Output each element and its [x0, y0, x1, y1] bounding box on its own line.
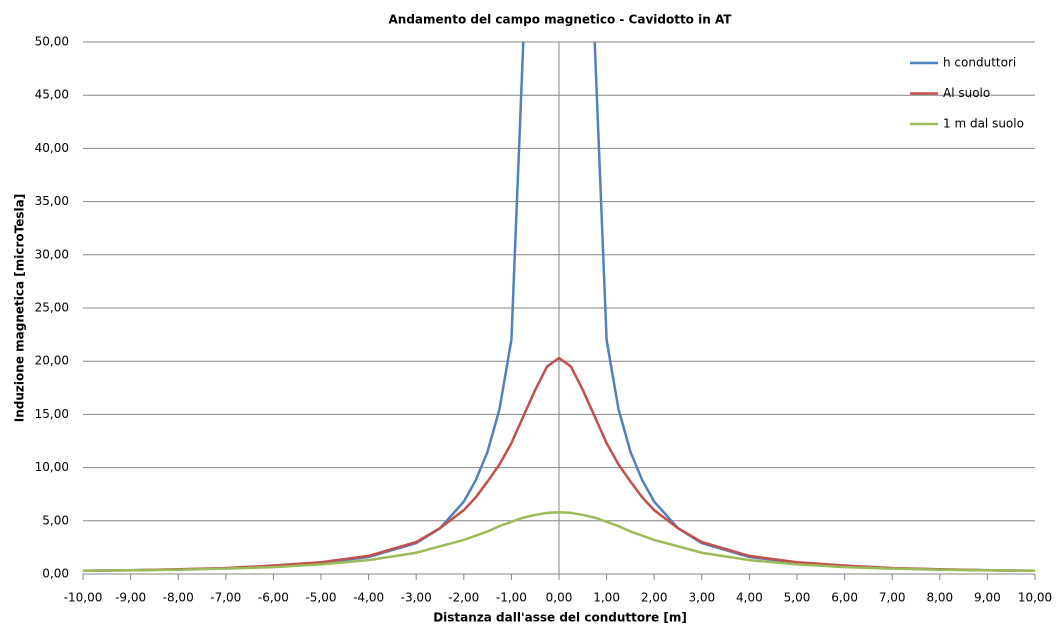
- y-tick-label: 35,00: [35, 194, 69, 208]
- x-tick-label: 7,00: [879, 591, 906, 605]
- y-tick-label: 45,00: [35, 88, 69, 102]
- x-tick-label: 0,00: [546, 591, 573, 605]
- x-tick-label: 5,00: [784, 591, 811, 605]
- x-tick-label: 8,00: [926, 591, 953, 605]
- y-tick-label: 20,00: [35, 354, 69, 368]
- x-tick-label: -4,00: [353, 591, 384, 605]
- y-tick-label: 5,00: [42, 513, 69, 527]
- y-tick-label: 0,00: [42, 567, 69, 581]
- x-axis-label: Distanza dall'asse del conduttore [m]: [433, 611, 687, 625]
- x-tick-label: 1,00: [593, 591, 620, 605]
- y-tick-label: 15,00: [35, 407, 69, 421]
- legend-label: 1 m dal suolo: [943, 117, 1024, 131]
- legend-label: h conduttori: [943, 56, 1016, 70]
- x-tick-label: -9,00: [115, 591, 146, 605]
- y-axis-label: Induzione magnetica [microTesla]: [13, 194, 27, 422]
- x-tick-label: 4,00: [736, 591, 763, 605]
- y-tick-label: 40,00: [35, 141, 69, 155]
- x-tick-label: -6,00: [258, 591, 289, 605]
- x-tick-label: -1,00: [496, 591, 527, 605]
- x-tick-label: -5,00: [305, 591, 336, 605]
- y-tick-label: 10,00: [35, 460, 69, 474]
- x-tick-label: -8,00: [163, 591, 194, 605]
- series-line: [83, 356, 1035, 573]
- x-tick-label: 3,00: [688, 591, 715, 605]
- x-tick-label: 2,00: [641, 591, 668, 605]
- series-line: [83, 511, 1035, 573]
- x-tick-label: -3,00: [401, 591, 432, 605]
- chart-title: Andamento del campo magnetico - Cavidott…: [389, 13, 733, 27]
- y-tick-label: 25,00: [35, 301, 69, 315]
- x-tick-label: 6,00: [831, 591, 858, 605]
- x-tick-label: 10,00: [1018, 591, 1052, 605]
- x-tick-label: -10,00: [64, 591, 103, 605]
- x-tick-label: -7,00: [210, 591, 241, 605]
- x-tick-label: -2,00: [448, 591, 479, 605]
- legend-label: Al suolo: [943, 86, 990, 100]
- y-tick-label: 50,00: [35, 35, 69, 49]
- x-tick-label: 9,00: [974, 591, 1001, 605]
- y-tick-label: 30,00: [35, 247, 69, 261]
